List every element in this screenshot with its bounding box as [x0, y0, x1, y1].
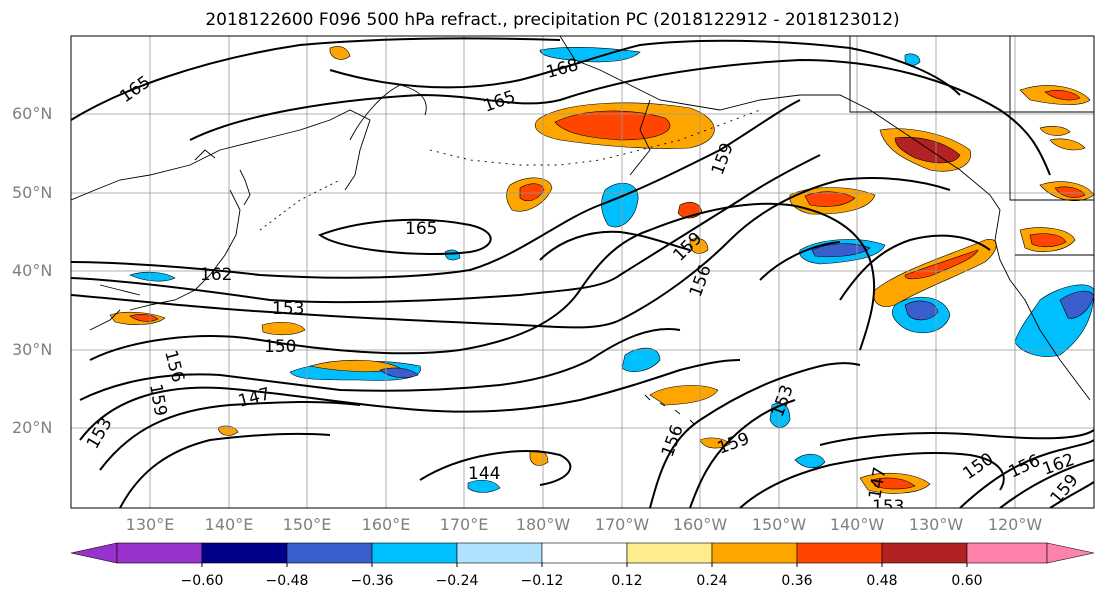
colorbar-extend-low	[70, 542, 118, 564]
colorbar-segment	[286, 542, 373, 564]
lon-label: 140°E	[204, 515, 254, 534]
lon-label: 120°W	[987, 515, 1043, 534]
colorbar-segment	[711, 542, 798, 564]
colorbar-tick-label: 0.36	[781, 573, 813, 589]
lon-label: 130°W	[908, 515, 964, 534]
colorbar-extend-high	[1046, 542, 1095, 564]
lat-label: 40°N	[12, 261, 53, 280]
refractivity-contours	[71, 37, 1094, 508]
lat-label: 60°N	[12, 104, 53, 123]
lon-label: 150°W	[751, 515, 807, 534]
colorbar-tick-label: −0.60	[180, 573, 224, 589]
map-panel: 165 168 165 159 165 162 153 150 159 156 …	[71, 36, 1094, 517]
lon-label: 160°W	[672, 515, 728, 534]
colorbar-segment	[116, 542, 203, 564]
colorbar-segment	[201, 542, 288, 564]
lon-label: 140°W	[829, 515, 885, 534]
contour-label: 150	[264, 337, 296, 357]
contour-label: 165	[405, 219, 437, 239]
lon-label: 180°W	[515, 515, 571, 534]
contour-label: 162	[200, 265, 232, 285]
colorbar-tick-label: 0.60	[951, 573, 983, 589]
lon-label: 160°E	[361, 515, 411, 534]
colorbar-tick-label: 0.24	[696, 573, 728, 589]
contour-label: 153	[872, 497, 904, 517]
colorbar-tick-label: 0.48	[866, 573, 898, 589]
colorbar-tick-label: −0.36	[350, 573, 394, 589]
colorbar-tick-label: −0.12	[520, 573, 564, 589]
lat-label: 50°N	[12, 183, 53, 202]
lat-label: 20°N	[12, 418, 53, 437]
contour-label: 153	[272, 299, 304, 319]
lon-label: 170°E	[439, 515, 489, 534]
lon-label: 130°E	[125, 515, 175, 534]
colorbar-tick-label: −0.24	[435, 573, 479, 589]
lon-label: 170°W	[594, 515, 650, 534]
colorbar-segment	[966, 542, 1048, 564]
colorbar-segment	[371, 542, 458, 564]
graticule	[71, 36, 1094, 508]
colorbar-segment	[456, 542, 543, 564]
colorbar-tick-label: 0.12	[611, 573, 643, 589]
colorbar-tick-label: −0.48	[265, 573, 309, 589]
colorbar-segment	[541, 542, 628, 564]
contour-label: 144	[468, 464, 500, 484]
colorbar	[70, 542, 1095, 567]
colorbar-segment	[796, 542, 883, 564]
map-frame	[70, 35, 1095, 509]
lat-label: 30°N	[12, 340, 53, 359]
lon-label: 150°E	[282, 515, 332, 534]
map-title: 2018122600 F096 500 hPa refract., precip…	[205, 10, 900, 30]
colorbar-segment	[626, 542, 713, 564]
colorbar-segment	[881, 542, 968, 564]
coastlines	[71, 36, 1094, 426]
